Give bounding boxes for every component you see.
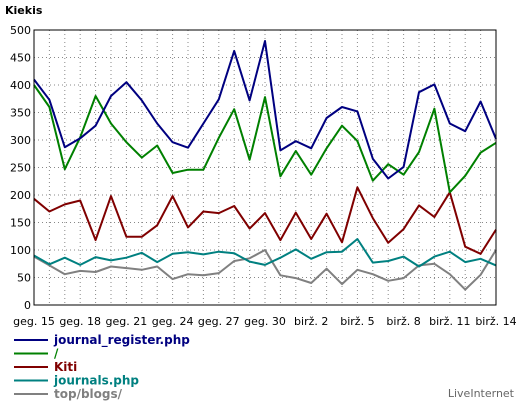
y-tick-label: 150 [10,217,31,230]
y-tick-label: 350 [10,107,31,120]
y-tick-label: 0 [24,299,31,312]
legend-label: top/blogs/ [54,387,123,401]
x-tick-label: birž. 11 [429,315,470,328]
x-tick-label: geg. 27 [198,315,240,328]
y-tick-label: 50 [17,272,31,285]
x-tick-label: birž. 5 [340,315,374,328]
y-tick-label: 400 [10,79,31,92]
y-tick-labels: 0 50 100 150 200 250 300 350 400 450 500 [10,24,31,312]
series-line [33,186,497,255]
legend-label: / [54,347,59,361]
y-tick-label: 100 [10,244,31,257]
x-tick-label: birž. 14 [475,315,516,328]
legend-label: journal_register.php [53,333,190,348]
series-line [33,40,497,180]
grid [34,30,496,305]
series-lines [33,40,497,291]
legend-label: journals.php [53,374,139,388]
y-tick-label: 200 [10,189,31,202]
x-tick-label: geg. 15 [13,315,55,328]
x-tick-label: birž. 2 [294,315,328,328]
y-tick-label: 450 [10,52,31,65]
y-tick-label: 300 [10,134,31,147]
series-line [33,249,497,291]
x-tick-label: geg. 18 [59,315,101,328]
series-line [33,238,497,268]
plot-frame [33,29,497,306]
x-tick-label: geg. 24 [152,315,194,328]
credit-label: LiveInternet [448,387,515,400]
x-tick-labels: geg. 15 geg. 18 geg. 21 geg. 24 geg. 27 geg. … [13,315,517,328]
x-tick-label: geg. 21 [106,315,148,328]
legend-label: Kiti [54,360,77,374]
y-tick-label: 250 [10,162,31,175]
y-tick-label: 500 [10,24,31,37]
x-tick-label: geg. 30 [244,315,286,328]
x-tick-label: birž. 8 [386,315,420,328]
legend: journal_register.php/Kitijournals.phptop… [14,333,190,401]
series-line [33,84,497,194]
y-axis-title: Kiekis [5,4,43,17]
